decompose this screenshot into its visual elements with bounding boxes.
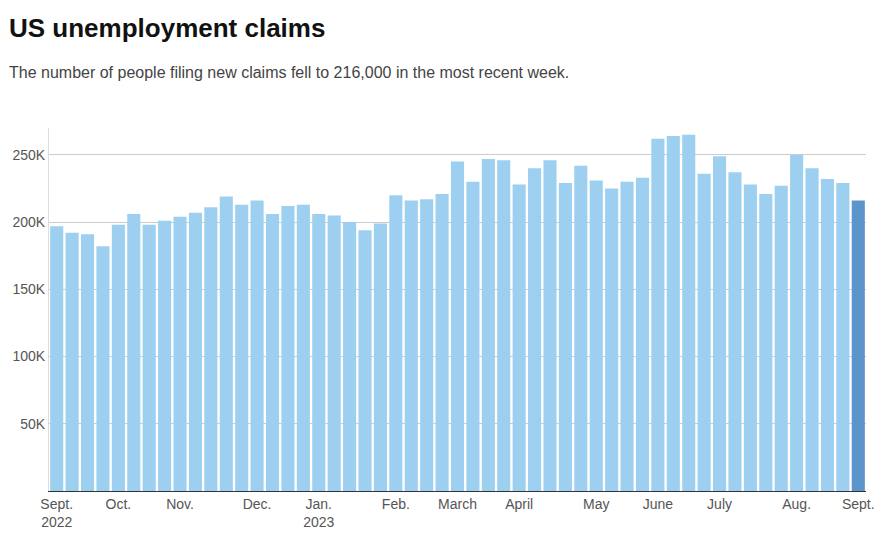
svg-text:Sept.: Sept.: [842, 496, 875, 512]
svg-text:Oct.: Oct.: [106, 496, 132, 512]
svg-text:100K: 100K: [12, 348, 45, 364]
svg-text:200K: 200K: [12, 214, 45, 230]
svg-text:Jan.2023: Jan.2023: [303, 496, 334, 530]
svg-text:250K: 250K: [12, 147, 45, 163]
svg-text:April: April: [505, 496, 533, 512]
svg-text:Nov.: Nov.: [166, 496, 194, 512]
svg-text:July: July: [707, 496, 732, 512]
svg-text:50K: 50K: [20, 416, 46, 432]
svg-text:Sept.2022: Sept.2022: [40, 496, 73, 530]
svg-text:Aug.: Aug.: [782, 496, 811, 512]
svg-text:150K: 150K: [12, 281, 45, 297]
svg-text:March: March: [438, 496, 477, 512]
svg-text:June: June: [643, 496, 674, 512]
svg-text:Feb.: Feb.: [382, 496, 410, 512]
svg-text:The number of people filing ne: The number of people filing new claims f…: [9, 64, 569, 81]
svg-text:US unemployment claims: US unemployment claims: [9, 13, 325, 43]
svg-text:Dec.: Dec.: [243, 496, 272, 512]
svg-text:May: May: [583, 496, 609, 512]
